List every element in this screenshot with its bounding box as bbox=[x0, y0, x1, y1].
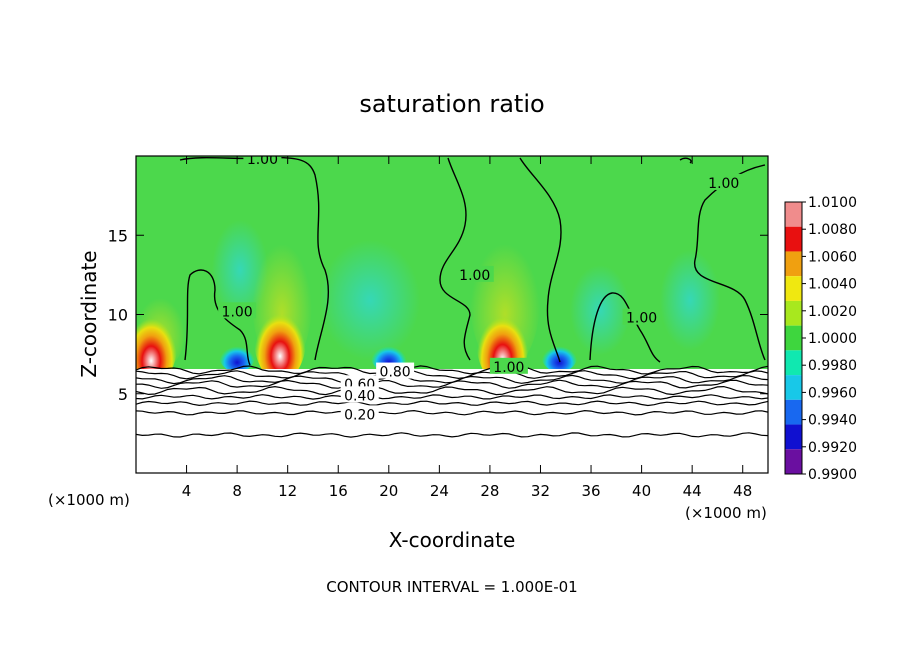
subsaturation-minimum bbox=[219, 340, 256, 373]
field-blob bbox=[320, 240, 420, 360]
contour-label: 1.00 bbox=[222, 304, 253, 320]
colorbar-label: 1.0060 bbox=[808, 249, 857, 265]
contour-label: 0.20 bbox=[344, 407, 375, 423]
x-tick-label: 32 bbox=[531, 482, 550, 500]
contour-label-bg bbox=[622, 308, 661, 325]
x-tick-label: 48 bbox=[733, 482, 752, 500]
x-tick-label: 36 bbox=[581, 482, 600, 500]
y-tick-label: 5 bbox=[118, 385, 128, 404]
field-blob bbox=[570, 265, 630, 355]
colorbar-label: 0.9900 bbox=[808, 467, 857, 483]
lower-stable-layer bbox=[136, 369, 768, 473]
contour-label-bg bbox=[218, 302, 257, 319]
colorbar-label: 1.0000 bbox=[808, 331, 857, 347]
colorbar-label: 1.0080 bbox=[808, 222, 857, 238]
colorbar-swatch bbox=[785, 251, 802, 277]
contour-label: 0.40 bbox=[344, 388, 375, 404]
isoline bbox=[136, 400, 768, 407]
contour-label-bg bbox=[489, 357, 528, 374]
contour-line bbox=[589, 292, 661, 363]
contour-label-bg bbox=[704, 173, 743, 190]
colorbar: 1.0100 1.0080 1.0060 1.0040 1.0020 1.0000 0.99… bbox=[784, 195, 857, 483]
y-axis-ticks: 5 10 15 bbox=[108, 226, 768, 404]
contour-label: 1.00 bbox=[626, 311, 657, 327]
contour-label: 1.00 bbox=[708, 176, 739, 192]
isoline bbox=[136, 370, 768, 380]
x-tick-label: 4 bbox=[182, 482, 192, 500]
x-tick-label: 16 bbox=[329, 482, 348, 500]
subsaturation-minimum bbox=[541, 340, 578, 373]
contour-line bbox=[679, 157, 692, 164]
x-tick-label: 12 bbox=[278, 482, 297, 500]
contour-label: 0.80 bbox=[380, 365, 411, 381]
colorbar-label: 1.0040 bbox=[808, 277, 857, 293]
x-tick-label: 40 bbox=[632, 482, 651, 500]
x-axis-ticks: 4 8 12 16 20 24 28 32 36 40 44 48 bbox=[182, 156, 752, 500]
colorbar-swatch bbox=[785, 350, 802, 376]
colorbar-label: 1.0100 bbox=[808, 195, 857, 211]
field-blob bbox=[660, 250, 720, 350]
hotspot-layer bbox=[136, 297, 578, 387]
contour-interval-note: CONTOUR INTERVAL = 1.000E-01 bbox=[326, 578, 577, 596]
supersaturation-maximum bbox=[254, 297, 307, 382]
colorbar-swatch bbox=[785, 449, 802, 474]
colorbar-swatch bbox=[785, 325, 802, 351]
isoline bbox=[136, 394, 768, 400]
isoline-layer bbox=[136, 365, 768, 438]
plot-area: 1.001.001.001.00 1.001.000.800.600.400.20 bbox=[136, 152, 768, 473]
colorbar-swatch bbox=[785, 226, 802, 252]
contour-label-bg bbox=[376, 362, 415, 379]
colorbar-swatch bbox=[785, 424, 802, 450]
contour-label-bg bbox=[455, 265, 494, 282]
colorbar-label: 0.9920 bbox=[808, 440, 857, 456]
x-tick-label: 20 bbox=[379, 482, 398, 500]
x-tick-label: 44 bbox=[683, 482, 702, 500]
y-tick-label: 10 bbox=[108, 306, 128, 325]
contour-line bbox=[184, 269, 251, 366]
x-tick-label: 28 bbox=[480, 482, 499, 500]
contour-label-bg bbox=[243, 156, 282, 167]
x-unit-label-left: (×1000 m) bbox=[48, 491, 130, 509]
y-axis-label: Z-coordinate bbox=[77, 250, 101, 377]
contour-line bbox=[179, 156, 329, 361]
x-unit-label-right: (×1000 m) bbox=[685, 504, 767, 522]
colorbar-swatch bbox=[785, 375, 802, 400]
contour-label: 1.00 bbox=[493, 360, 524, 376]
contour-label-bg bbox=[340, 405, 379, 422]
contour-label-bg bbox=[340, 386, 379, 403]
colorbar-label: 0.9940 bbox=[808, 413, 857, 429]
x-tick-label: 8 bbox=[232, 482, 242, 500]
isoline bbox=[136, 432, 768, 438]
isoline bbox=[136, 409, 768, 416]
chart-title: saturation ratio bbox=[359, 90, 544, 118]
isoline bbox=[136, 365, 768, 375]
isoline bbox=[136, 379, 768, 389]
colorbar-swatch bbox=[785, 202, 802, 227]
colorbar-label: 1.0020 bbox=[808, 304, 857, 320]
x-tick-label: 24 bbox=[430, 482, 449, 500]
x-axis-label: X-coordinate bbox=[389, 528, 516, 552]
isoline bbox=[136, 385, 768, 396]
contour-label-layer: 1.001.001.001.00 1.001.000.800.600.400.20 bbox=[218, 152, 743, 423]
supersaturation-maximum bbox=[136, 302, 178, 387]
contour-line bbox=[519, 157, 562, 363]
colorbar-swatch bbox=[785, 300, 802, 326]
contour-line bbox=[439, 157, 471, 361]
colorbar-swatch bbox=[785, 276, 802, 301]
y-tick-label: 15 bbox=[108, 226, 128, 245]
colorbar-label: 0.9980 bbox=[808, 358, 857, 374]
colorbar-label: 0.9960 bbox=[808, 385, 857, 401]
contour-label: 1.00 bbox=[247, 152, 278, 168]
contour-label: 1.00 bbox=[459, 268, 490, 284]
colorbar-swatch bbox=[785, 399, 802, 425]
